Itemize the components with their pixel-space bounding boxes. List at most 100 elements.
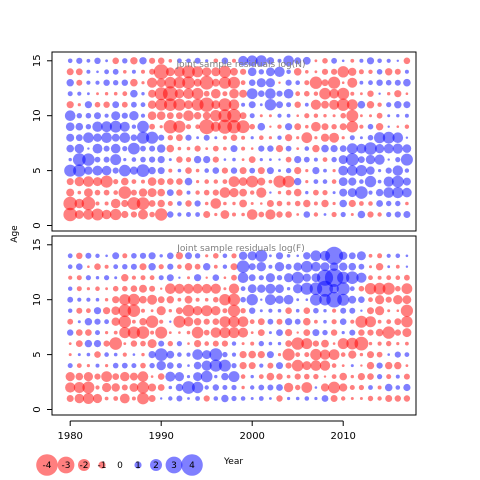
residual-bubble [127, 293, 140, 306]
residual-bubble [130, 285, 138, 293]
residual-bubble [341, 331, 345, 335]
residual-bubble [231, 253, 237, 259]
residual-bubble [148, 166, 156, 175]
residual-bubble [285, 79, 292, 86]
residual-bubble [123, 70, 127, 74]
residual-bubble [400, 304, 413, 317]
residual-bubble [130, 57, 138, 65]
residual-bubble [157, 296, 165, 304]
residual-bubble [337, 66, 349, 78]
residual-bubble [313, 91, 319, 96]
residual-bubble [167, 135, 173, 141]
residual-bubble [277, 135, 282, 140]
residual-bubble [348, 295, 357, 304]
residual-bubble [341, 136, 345, 140]
residual-bubble [222, 91, 228, 97]
residual-bubble [276, 275, 283, 281]
residual-bubble [283, 88, 294, 99]
residual-bubble [104, 275, 110, 281]
residual-bubble [285, 263, 292, 270]
residual-bubble [340, 211, 346, 218]
residual-bubble [345, 153, 359, 167]
residual-bubble [404, 352, 410, 357]
residual-bubble [376, 79, 383, 86]
residual-bubble [158, 275, 164, 281]
residual-bubble [76, 363, 82, 368]
y-tick-label: 10 [32, 109, 43, 122]
residual-bubble [95, 297, 100, 302]
residual-bubble [163, 120, 177, 134]
residual-bubble [113, 179, 119, 185]
residual-bubble [269, 254, 272, 258]
residual-bubble [268, 341, 273, 346]
residual-bubble [186, 375, 191, 379]
residual-bubble [113, 264, 119, 270]
residual-bubble [376, 112, 383, 119]
residual-bubble [111, 306, 120, 316]
residual-bubble [394, 68, 401, 75]
residual-bubble [294, 177, 302, 186]
residual-bubble [228, 327, 240, 339]
residual-bubble [222, 264, 228, 269]
residual-bubble [75, 340, 83, 347]
residual-bubble [166, 189, 174, 197]
residual-bubble [383, 176, 394, 187]
residual-bubble [248, 156, 256, 164]
residual-bubble [332, 191, 336, 195]
residual-bubble [201, 283, 212, 294]
residual-bubble [194, 340, 202, 348]
residual-bubble [121, 210, 129, 219]
residual-bubble [222, 385, 228, 390]
residual-bubble [402, 187, 412, 198]
residual-bubble [366, 101, 375, 109]
residual-bubble [112, 57, 119, 65]
residual-bubble [64, 164, 77, 177]
residual-bubble [286, 374, 291, 379]
residual-bubble [313, 373, 319, 380]
residual-bubble [304, 396, 310, 401]
residual-bubble [286, 254, 291, 258]
residual-bubble [257, 329, 265, 336]
residual-bubble [348, 350, 357, 359]
residual-bubble [378, 169, 382, 173]
residual-bubble [119, 121, 130, 132]
x-tick-label: 1980 [57, 431, 82, 442]
residual-bubble [82, 393, 94, 404]
residual-bubble [68, 342, 72, 345]
residual-bubble [174, 66, 185, 78]
residual-bubble [227, 304, 241, 317]
residual-bubble [321, 199, 329, 208]
residual-bubble [149, 362, 155, 369]
residual-bubble [184, 100, 193, 110]
residual-bubble [157, 373, 165, 380]
residual-bubble [392, 165, 403, 176]
residual-bubble [285, 318, 293, 326]
residual-bubble [93, 133, 102, 142]
residual-bubble [278, 158, 281, 161]
residual-bubble [113, 91, 118, 96]
residual-bubble [228, 176, 240, 188]
residual-bubble [164, 98, 177, 111]
residual-bubble [87, 92, 90, 96]
residual-bubble [296, 147, 300, 151]
residual-bubble [194, 263, 201, 270]
residual-bubble [269, 397, 272, 400]
residual-bubble [84, 188, 93, 198]
legend-bubble [134, 461, 142, 469]
residual-bubble [141, 69, 145, 74]
residual-bubble [231, 274, 237, 281]
residual-bubble [385, 395, 393, 402]
residual-bubble [277, 113, 282, 118]
residual-bubble [356, 272, 367, 283]
residual-bubble [257, 318, 265, 326]
residual-bubble [277, 308, 282, 313]
residual-bubble [86, 80, 91, 85]
residual-bubble [213, 253, 219, 259]
residual-bubble [131, 101, 137, 108]
residual-bubble [176, 189, 183, 196]
residual-bubble [328, 349, 340, 360]
residual-bubble [211, 67, 221, 77]
legend-bubble [57, 456, 75, 474]
residual-bubble [255, 55, 267, 67]
residual-bubble [66, 144, 74, 153]
